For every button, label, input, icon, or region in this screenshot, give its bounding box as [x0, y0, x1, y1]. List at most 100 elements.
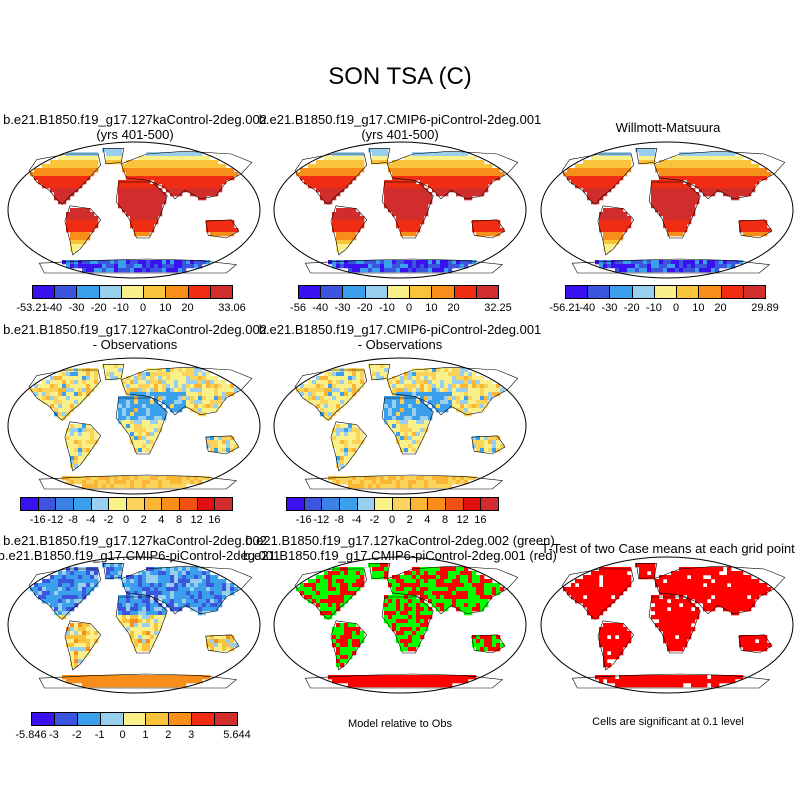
grid-cell [492, 448, 497, 453]
grid-cell [226, 635, 231, 640]
grid-cell [138, 176, 143, 181]
grid-cell [476, 436, 481, 441]
grid-cell [388, 408, 393, 413]
grid-cell [320, 180, 325, 185]
grid-cell [82, 264, 87, 269]
grid-cell [424, 679, 429, 684]
grid-cell [98, 484, 103, 489]
grid-cell [436, 567, 441, 572]
grid-cell [150, 607, 155, 612]
grid-cell [404, 260, 409, 265]
grid-cell [58, 400, 63, 405]
grid-cell [372, 260, 377, 265]
grid-cell [739, 228, 744, 233]
grid-cell [667, 188, 672, 193]
grid-cell [344, 388, 349, 393]
grid-cell [396, 216, 401, 221]
grid-cell [178, 679, 183, 684]
grid-cell [150, 152, 155, 157]
grid-cell [70, 240, 75, 245]
grid-cell [412, 168, 417, 173]
grid-cell [170, 160, 175, 165]
grid-cell [110, 484, 115, 489]
grid-cell [400, 400, 405, 405]
grid-cell [699, 176, 704, 181]
grid-cell [332, 480, 337, 485]
grid-cell [404, 476, 409, 481]
grid-cell [444, 484, 449, 489]
grid-cell [308, 587, 313, 592]
grid-cell [308, 180, 313, 185]
grid-cell [78, 172, 83, 177]
grid-cell [190, 476, 195, 481]
grid-cell [126, 268, 131, 273]
grid-cell [130, 607, 135, 612]
grid-cell [130, 591, 135, 596]
grid-cell [190, 591, 195, 596]
grid-cell [424, 623, 429, 628]
grid-cell [392, 480, 397, 485]
grid-cell [599, 192, 604, 197]
grid-cell [138, 268, 143, 273]
grid-cell [651, 160, 656, 165]
grid-cell [607, 156, 612, 161]
grid-cell [74, 176, 79, 181]
grid-cell [683, 160, 688, 165]
grid-cell [82, 388, 87, 393]
grid-cell [464, 376, 469, 381]
grid-cell [460, 579, 465, 584]
grid-cell [194, 679, 199, 684]
grid-cell [356, 480, 361, 485]
grid-cell [635, 563, 640, 568]
grid-cell [134, 679, 139, 684]
grid-cell [174, 368, 179, 373]
grid-cell [711, 188, 716, 193]
grid-cell [146, 216, 151, 221]
grid-cell [408, 599, 413, 604]
grid-cell [118, 376, 123, 381]
grid-cell [178, 396, 183, 401]
grid-cell [138, 208, 143, 213]
grid-cell [464, 611, 469, 616]
grid-cell [78, 260, 83, 265]
grid-cell [158, 484, 163, 489]
grid-cell [392, 476, 397, 481]
grid-cell [583, 164, 588, 169]
grid-cell [138, 212, 143, 217]
grid-cell [603, 156, 608, 161]
grid-cell [364, 268, 369, 273]
grid-cell [444, 156, 449, 161]
grid-cell [436, 480, 441, 485]
grid-cell [460, 156, 465, 161]
grid-cell [344, 376, 349, 381]
grid-cell [408, 164, 413, 169]
grid-cell [671, 188, 676, 193]
colorbar-label: -2 [71, 729, 82, 741]
grid-cell [715, 156, 720, 161]
coastline [102, 364, 125, 381]
grid-cell [344, 164, 349, 169]
grid-cell [126, 679, 131, 684]
grid-cell [420, 623, 425, 628]
grid-cell [496, 172, 501, 177]
grid-cell [412, 647, 417, 652]
grid-cell [468, 579, 473, 584]
grid-cell [416, 643, 421, 648]
grid-cell [110, 679, 115, 684]
grid-cell [356, 631, 361, 636]
grid-cell [138, 164, 143, 169]
grid-cell [400, 643, 405, 648]
grid-cell [150, 575, 155, 580]
grid-cell [396, 607, 401, 612]
grid-cell [591, 176, 596, 181]
grid-cell [619, 220, 624, 225]
grid-cell [174, 591, 179, 596]
grid-cell [186, 591, 191, 596]
grid-cell [436, 188, 441, 193]
grid-cell [162, 575, 167, 580]
grid-cell [90, 639, 95, 644]
grid-cell [86, 212, 91, 217]
grid-cell [118, 480, 123, 485]
grid-cell [78, 480, 83, 485]
grid-cell [134, 220, 139, 225]
